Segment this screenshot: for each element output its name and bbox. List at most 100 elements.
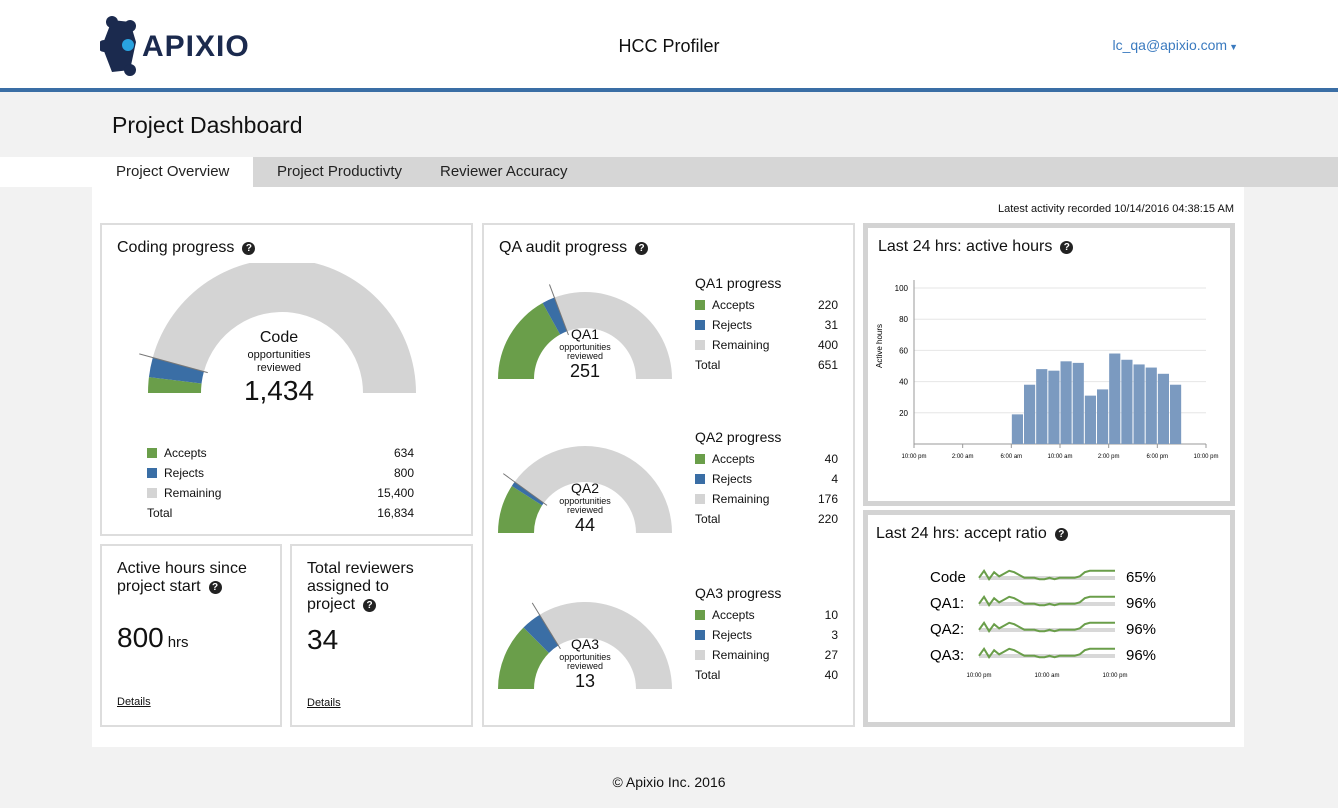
help-icon[interactable]: ?	[635, 242, 649, 255]
help-icon[interactable]: ?	[208, 581, 222, 594]
hour-bar[interactable]	[1060, 361, 1072, 444]
x-tick-label: 10:00 pm	[1102, 673, 1127, 679]
gauge-center-sub2: reviewed	[256, 362, 302, 374]
qa-progress-title: QA2 progress	[695, 429, 782, 445]
total-reviewers-value: 34	[307, 624, 339, 655]
qa-gauge-sub1: opportunities	[559, 342, 611, 352]
legend-swatch	[695, 610, 705, 620]
qa-gauge-sub1: opportunities	[559, 496, 611, 506]
legend-value: 31	[824, 318, 838, 332]
tab-project-overview[interactable]: Project Overview	[0, 157, 253, 187]
qa-gauge-label: QA1	[570, 326, 599, 342]
hour-bar[interactable]	[1109, 353, 1121, 444]
legend-label: Rejects	[712, 628, 753, 642]
accept-ratio-24-panel: Last 24 hrs: accept ratio? Code 65% QA1: 96…	[863, 510, 1235, 727]
apixio-logo[interactable]: APIXIO	[100, 16, 260, 76]
panel-title: Last 24 hrs: accept ratio?	[876, 525, 1068, 543]
hour-bar[interactable]	[1084, 395, 1096, 444]
coding-gauge	[139, 263, 416, 393]
total-reviewers-panel: Total reviewers assigned to project? 34 …	[290, 544, 473, 727]
gauge-remaining-arc	[554, 292, 672, 379]
x-tick-label: 10:00 am	[1047, 454, 1072, 460]
legend-label: Accepts	[712, 452, 755, 466]
hour-bar[interactable]	[1170, 384, 1182, 444]
hour-bar[interactable]	[1072, 362, 1084, 444]
hour-bar[interactable]	[1133, 364, 1145, 444]
series-ratio: 96%	[1126, 621, 1156, 638]
hour-bar[interactable]	[1097, 389, 1109, 444]
qa-gauge	[498, 602, 672, 689]
y-tick-label: 80	[899, 315, 908, 324]
qa-legend: QA2 progress Accepts 40 Rejects 4 Remaining 17…	[695, 427, 838, 529]
active-hours-details-link[interactable]: Details	[117, 696, 151, 708]
hour-bar[interactable]	[1024, 384, 1036, 444]
panel-title: Active hours since project start?	[117, 560, 247, 595]
legend-total: Total 220	[695, 509, 838, 529]
total-reviewers-details-link[interactable]: Details	[307, 697, 341, 709]
tab-reviewer-accuracy[interactable]: Reviewer Accuracy	[440, 163, 568, 180]
x-tick-label: 10:00 am	[1034, 673, 1059, 679]
logo-mark-icon	[100, 16, 136, 76]
latest-activity: Latest activity recorded 10/14/2016 04:3…	[997, 203, 1234, 215]
gauge-rejects-arc	[542, 297, 568, 335]
y-axis-label: Active hours	[875, 324, 884, 368]
active-hours-value: 800 hrs	[117, 622, 189, 653]
legend-value: 40	[824, 452, 838, 466]
legend-label: Remaining	[712, 492, 770, 506]
help-icon[interactable]: ?	[363, 599, 377, 612]
footer-copyright: © Apixio Inc. 2016	[612, 774, 726, 790]
logo-text: APIXIO	[142, 30, 250, 63]
series-ratio: 65%	[1126, 569, 1156, 586]
legend-value: 176	[817, 492, 838, 506]
gauge-remaining-arc	[152, 263, 416, 393]
legend-remaining: Remaining 15,400	[147, 483, 414, 503]
qa-gauge-sub2: reviewed	[566, 351, 604, 361]
app-title: HCC Profiler	[618, 36, 720, 56]
accept-ratio-sparklines: Code 65% QA1: 96% QA2: 96% QA3: 96% 10:00 pm 10:0…	[930, 568, 1156, 679]
help-icon[interactable]: ?	[242, 242, 256, 255]
legend-row: Accepts 10	[695, 605, 838, 625]
qa-legend: QA1 progress Accepts 220 Rejects 31 Remaining…	[695, 273, 838, 375]
legend-swatch	[695, 300, 705, 310]
total-value: 220	[817, 512, 838, 526]
legend-row: Remaining 400	[695, 335, 838, 355]
total-value: 651	[817, 358, 838, 372]
gauge-needle	[502, 473, 548, 506]
user-menu[interactable]: lc_qa@apixio.com ▼	[1112, 37, 1238, 53]
hour-bar[interactable]	[1036, 369, 1048, 444]
x-tick-label: 2:00 am	[952, 454, 974, 460]
user-email: lc_qa@apixio.com	[1112, 37, 1228, 53]
hour-bar[interactable]	[1011, 414, 1023, 444]
legend-swatch	[695, 340, 705, 350]
active-hours-panel: Active hours since project start? 800 hrs…	[100, 544, 282, 727]
tab-project-productivity[interactable]: Project Productivty	[277, 163, 403, 180]
y-tick-label: 40	[899, 378, 908, 387]
qa-section: QA2 opportunities reviewed 44 QA2 progress Ac…	[484, 423, 853, 573]
total-label: Total	[695, 358, 721, 372]
help-icon[interactable]: ?	[1054, 528, 1068, 541]
gauge-rejects-arc	[523, 614, 559, 653]
legend-row: Accepts 40	[695, 449, 838, 469]
series-name: QA3:	[930, 647, 964, 664]
hour-bar[interactable]	[1121, 359, 1133, 444]
panel-title: Total reviewers assigned to project?	[307, 560, 414, 613]
hour-bar[interactable]	[1048, 370, 1060, 444]
accepts-swatch	[147, 448, 157, 458]
hour-bar[interactable]	[1157, 373, 1169, 444]
series-name: QA1:	[930, 595, 964, 612]
gauge-needle	[548, 284, 569, 336]
legend-swatch	[695, 494, 705, 504]
active-hours-bar-chart: 20 40 60 80 100 Active hours 10:00 pm 2:00 am 6:…	[875, 280, 1219, 460]
qa-section: QA3 opportunities reviewed 13 QA3 progress Ac…	[484, 579, 853, 729]
legend-total: Total 651	[695, 355, 838, 375]
panel-title: Last 24 hrs: active hours?	[878, 238, 1074, 256]
gauge-center-value: 1,434	[243, 375, 315, 406]
legend-row: Rejects 31	[695, 315, 838, 335]
hour-bar[interactable]	[1145, 367, 1157, 444]
qa-progress-title: QA1 progress	[695, 275, 782, 291]
qa-gauge-label: QA3	[570, 636, 599, 652]
help-icon[interactable]: ?	[1060, 241, 1074, 254]
panel-title: QA audit progress?	[499, 239, 649, 257]
qa-gauge-sub2: reviewed	[566, 661, 604, 671]
qa-gauge-value: 13	[574, 671, 596, 691]
